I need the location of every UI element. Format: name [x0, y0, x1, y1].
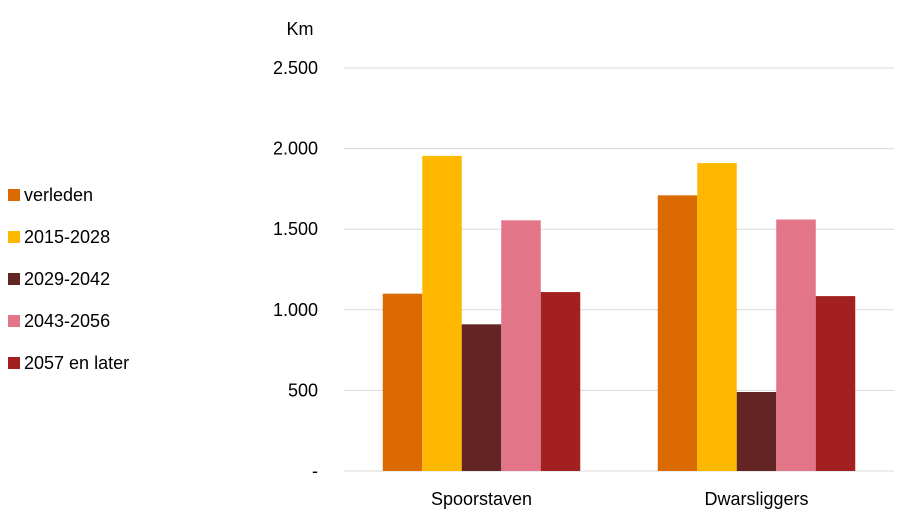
- legend-swatch: [8, 189, 20, 201]
- category-label: Spoorstaven: [431, 489, 532, 509]
- y-tick-label: 2.000: [273, 139, 318, 159]
- legend-label: 2015-2028: [24, 226, 111, 247]
- legend-label: 2057 en later: [24, 352, 130, 373]
- legend-item: 2015-2028: [8, 216, 129, 258]
- y-tick-label: 1.000: [273, 300, 318, 320]
- bar-spoorstaven-3: [501, 220, 541, 471]
- category-label: Dwarsliggers: [704, 489, 808, 509]
- y-tick-label: 1.500: [273, 219, 318, 239]
- legend-label: 2043-2056: [24, 310, 111, 331]
- bar-dwarsliggers-1: [697, 163, 737, 471]
- bar-spoorstaven-0: [382, 293, 423, 471]
- legend-label: verleden: [24, 184, 94, 205]
- y-tick-label: 500: [288, 380, 318, 400]
- bar-dwarsliggers-2: [736, 392, 777, 471]
- legend-swatch: [8, 231, 20, 243]
- category-labels: Spoorstaven Dwarsliggers: [431, 489, 809, 509]
- bar-dwarsliggers-4: [815, 296, 856, 471]
- legend-item: verleden: [8, 174, 129, 216]
- legend-swatch: [8, 357, 20, 369]
- bar-spoorstaven-2: [461, 324, 502, 471]
- bar-spoorstaven-4: [540, 292, 581, 471]
- legend-item: 2029-2042: [8, 258, 129, 300]
- bar-dwarsliggers-3: [776, 219, 816, 471]
- legend: verleden 2015-2028 2029-2042 2043-2056 2057 …: [8, 174, 129, 384]
- bar-dwarsliggers-0: [657, 195, 698, 471]
- y-axis-label: Km: [287, 19, 314, 39]
- y-tick-label: -: [312, 461, 318, 481]
- bar-spoorstaven-1: [422, 155, 462, 471]
- legend-swatch: [8, 273, 20, 285]
- legend-label: 2029-2042: [24, 268, 111, 289]
- legend-item: 2057 en later: [8, 342, 129, 384]
- bars: [382, 155, 856, 471]
- legend-item: 2043-2056: [8, 300, 129, 342]
- y-tick-labels: - 500 1.000 1.500 2.000 2.500: [273, 58, 318, 481]
- legend-swatch: [8, 315, 20, 327]
- y-tick-label: 2.500: [273, 58, 318, 78]
